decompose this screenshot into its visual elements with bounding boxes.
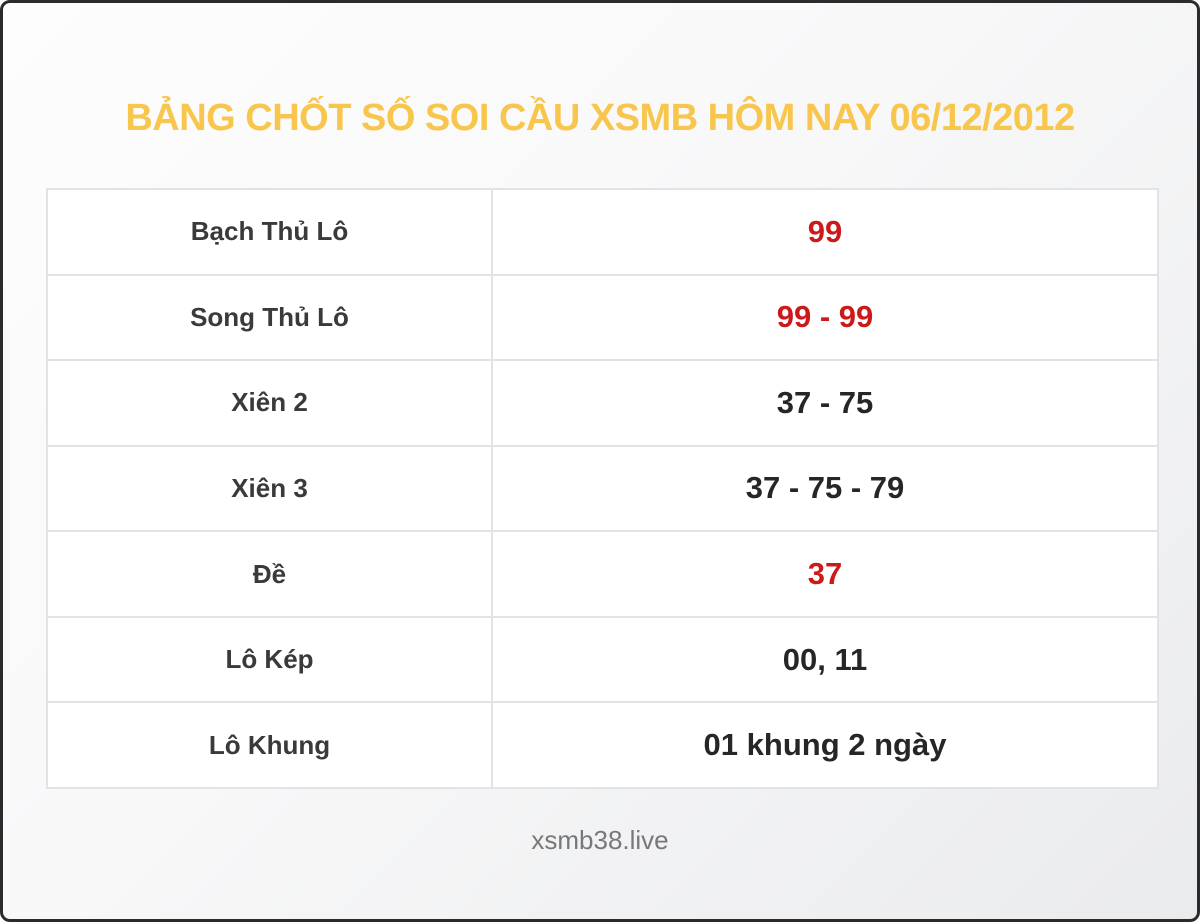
row-value: 37 xyxy=(493,532,1157,616)
table-row: Bạch Thủ Lô 99 xyxy=(48,190,1157,274)
row-label: Lô Kép xyxy=(48,617,491,702)
row-value: 37 - 75 xyxy=(493,361,1157,445)
table-row: Đề 37 xyxy=(48,532,1157,616)
table-row: Song Thủ Lô 99 - 99 xyxy=(48,275,1157,360)
row-value: 01 khung 2 ngày xyxy=(493,703,1157,787)
row-value: 00, 11 xyxy=(493,617,1157,702)
prediction-table: Bạch Thủ Lô 99 Song Thủ Lô 99 - 99 Xiên … xyxy=(46,188,1159,789)
row-label: Xiên 2 xyxy=(48,361,491,445)
row-label: Song Thủ Lô xyxy=(48,275,491,360)
row-value: 99 xyxy=(493,190,1157,274)
table-row: Xiên 3 37 - 75 - 79 xyxy=(48,446,1157,531)
page-title: BẢNG CHỐT SỐ SOI CẦU XSMB HÔM NAY 06/12/… xyxy=(125,97,1075,139)
site-watermark: xsmb38.live xyxy=(531,825,669,855)
row-label: Xiên 3 xyxy=(48,446,491,531)
table-row: Lô Khung 01 khung 2 ngày xyxy=(48,703,1157,787)
row-label: Lô Khung xyxy=(48,703,491,787)
table-row: Xiên 2 37 - 75 xyxy=(48,361,1157,445)
row-label: Bạch Thủ Lô xyxy=(48,190,491,274)
table-row: Lô Kép 00, 11 xyxy=(48,617,1157,702)
row-value: 37 - 75 - 79 xyxy=(493,446,1157,531)
row-value: 99 - 99 xyxy=(493,275,1157,360)
row-label: Đề xyxy=(48,532,491,616)
